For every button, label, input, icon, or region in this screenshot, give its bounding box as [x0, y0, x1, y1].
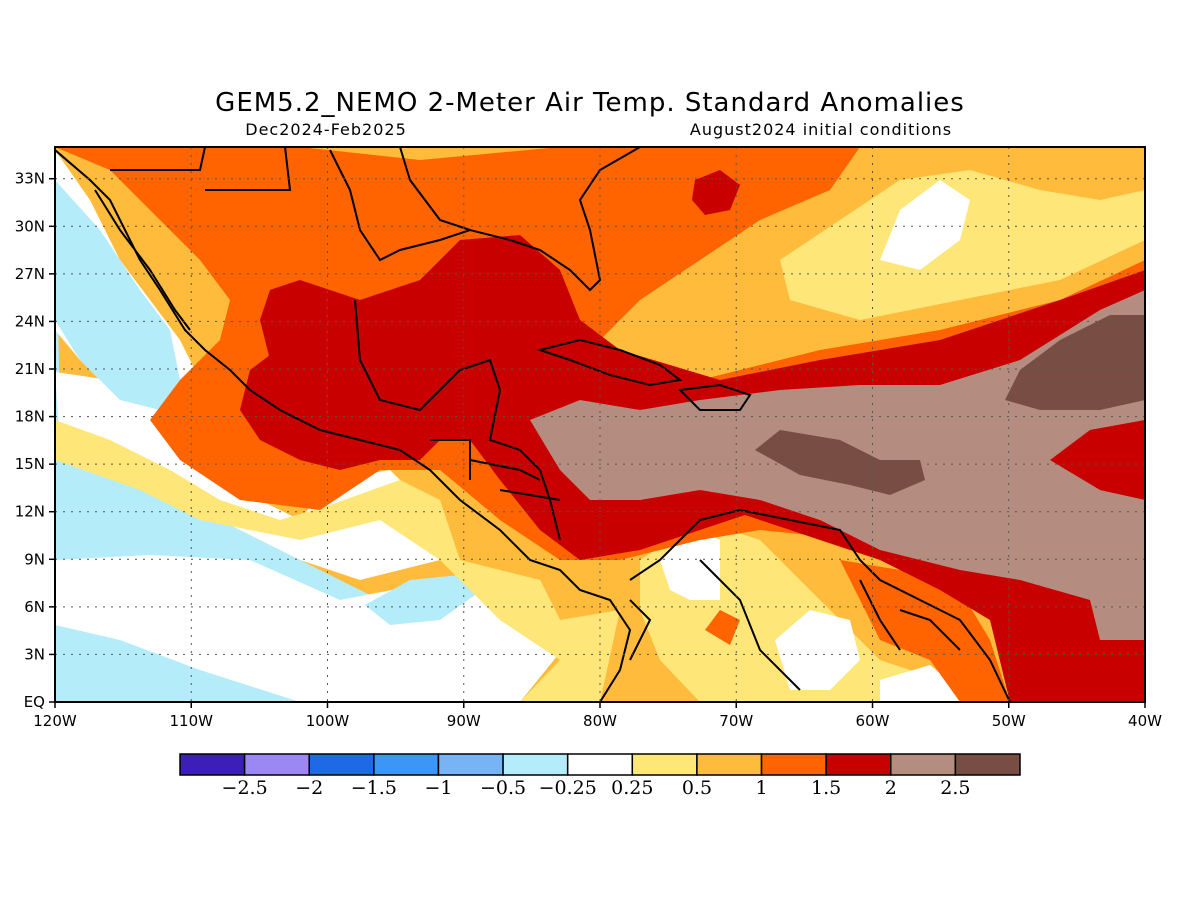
colorbar-swatch	[890, 753, 957, 776]
colorbar-label: 1.5	[811, 777, 841, 799]
eastern-caribbean-brown	[755, 430, 925, 495]
colorbar-label: −1	[424, 777, 452, 799]
colorbar-label: 0.25	[611, 777, 653, 799]
colorbar-swatch	[179, 753, 246, 776]
south-america-borders	[629, 559, 961, 691]
atlantic-red-tongue	[1050, 420, 1145, 500]
south-america-white-2	[775, 610, 860, 690]
colorbar-swatch	[631, 753, 698, 776]
latitude-label: 21N	[15, 360, 45, 378]
colorbar-label: 2	[885, 777, 897, 799]
colorbar-label: 2.5	[940, 777, 970, 799]
latitude-label: 6N	[24, 598, 45, 616]
gulf-coastline	[329, 147, 641, 292]
forecast-period: Dec2024-Feb2025	[245, 120, 407, 139]
coastal-yellow-band	[55, 420, 620, 702]
colombia-orange-spot	[705, 610, 740, 645]
colorbar-label: −2.5	[222, 777, 268, 799]
latitude-label: 12N	[15, 503, 45, 521]
latitude-label: 30N	[15, 217, 45, 235]
colorbar-swatch	[502, 753, 569, 776]
colorbar-label: 0.5	[682, 777, 712, 799]
coastlines	[55, 147, 1011, 702]
cuba-outline	[536, 338, 683, 387]
atlantic-white-spot	[880, 180, 970, 270]
atlantic-brown	[1005, 315, 1145, 410]
baja-outline	[94, 189, 191, 331]
longitude-labels: 120W 110W 100W 90W 80W 70W 60W 50W 40W	[33, 702, 1162, 730]
colorbar-swatch	[373, 753, 440, 776]
colorbar-swatch	[566, 753, 634, 776]
colorbar-label: −2	[295, 777, 323, 799]
longitude-label: 40W	[1128, 712, 1162, 730]
coast-cool-strip	[55, 180, 180, 410]
latitude-label: 27N	[15, 265, 45, 283]
mexico-red-inland	[260, 280, 320, 360]
latitude-label: 3N	[24, 645, 45, 663]
colorbar-label: −1.5	[351, 777, 397, 799]
longitude-label: 100W	[306, 712, 350, 730]
latitude-label: 15N	[15, 455, 45, 473]
longitude-label: 90W	[447, 712, 481, 730]
guianas-orange	[840, 560, 1010, 702]
latitude-label: 9N	[24, 550, 45, 568]
longitude-label: 50W	[992, 712, 1026, 730]
yucatan-coastline	[354, 299, 561, 541]
colorbar-swatch	[760, 753, 827, 776]
latitude-label: EQ	[24, 693, 45, 711]
colorbar-labels: −2.5 −2 −1.5 −1 −0.5 −0.25 0.25 0.5 1 1.5 2 2.5	[222, 777, 971, 799]
colorbar-label: −0.25	[539, 777, 597, 799]
colorbar-swatch	[696, 753, 763, 776]
latitude-labels: EQ 3N 6N 9N 12N 15N 18N 21N 24N 27N 30N 33N	[15, 170, 55, 711]
colorbar-label: −0.5	[480, 777, 526, 799]
central-america-borders	[430, 439, 561, 501]
equatorial-cool-patch	[365, 575, 475, 625]
longitude-label: 110W	[170, 712, 214, 730]
colorbar-swatch	[825, 753, 892, 776]
colorbar-swatch	[308, 753, 375, 776]
longitude-label: 70W	[719, 712, 753, 730]
figure-title: GEM5.2_NEMO 2-Meter Air Temp. Standard A…	[215, 88, 965, 118]
anomaly-map	[55, 147, 1145, 702]
colorbar-swatch	[954, 753, 1021, 776]
colorbar	[179, 753, 1021, 776]
longitude-label: 80W	[583, 712, 617, 730]
latitude-label: 33N	[15, 170, 45, 188]
us-mexico-border	[110, 147, 471, 231]
colorbar-label: 1	[755, 777, 767, 799]
longitude-label: 120W	[33, 712, 77, 730]
south-america-white-3	[880, 665, 960, 702]
atlantic-yellow-region	[780, 170, 1145, 320]
colorbar-swatch	[437, 753, 504, 776]
colorbar-swatch	[243, 753, 310, 776]
initial-conditions: August2024 initial conditions	[690, 120, 952, 139]
longitude-label: 60W	[856, 712, 890, 730]
map-gridlines	[55, 147, 1145, 702]
south-america-coast	[629, 508, 1011, 702]
latitude-label: 24N	[15, 312, 45, 330]
atlantic-red-spot	[692, 170, 740, 215]
hispaniola-outline	[677, 383, 752, 411]
latitude-label: 18N	[15, 408, 45, 426]
